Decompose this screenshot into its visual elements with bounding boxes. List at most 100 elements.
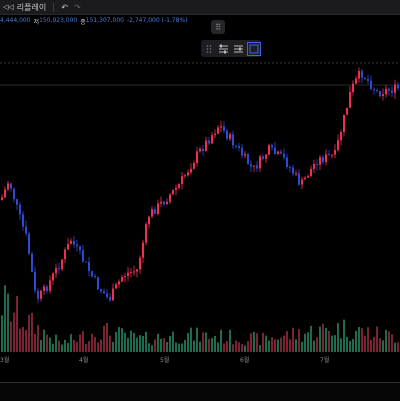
volume-bar xyxy=(109,335,111,352)
candle-body xyxy=(271,145,273,148)
ohlc-high-label: 저 xyxy=(33,19,40,26)
volume-bar xyxy=(187,333,189,352)
volume-bar xyxy=(220,329,222,352)
ohlc-high: 150,923,000 xyxy=(39,17,78,24)
ohlc-open: 4,444,000 xyxy=(0,17,31,24)
candle-body xyxy=(43,286,45,291)
rewind-icon: ◁◁ xyxy=(3,3,14,11)
candle-body xyxy=(328,154,330,156)
volume-bar xyxy=(334,335,336,352)
adjust-lines-icon[interactable] xyxy=(233,43,245,55)
volume-bar xyxy=(235,340,237,352)
candle-body xyxy=(235,145,237,147)
candle-body xyxy=(298,173,300,185)
candle-body xyxy=(316,163,318,165)
volume-bar xyxy=(193,340,195,352)
volume-bar xyxy=(310,325,312,352)
grid-dots-icon: ⠿ xyxy=(215,22,221,32)
volume-bar xyxy=(322,323,324,352)
candle-body xyxy=(244,153,246,156)
volume-bar xyxy=(196,327,198,352)
ohlc-legend: 4,444,000 저 150,923,000 종 151,307,000 -2… xyxy=(0,17,187,26)
volume-bar xyxy=(226,341,228,352)
horizontal-lines-icon[interactable] xyxy=(218,43,230,55)
candle-body xyxy=(202,148,204,152)
candle-body xyxy=(172,189,174,195)
candle-body xyxy=(223,126,225,131)
candle-body xyxy=(352,83,354,93)
candle-body xyxy=(262,156,264,159)
candle-body xyxy=(79,246,81,251)
volume-bar xyxy=(397,342,399,352)
candle-body xyxy=(124,275,126,278)
replay-button[interactable]: ◁◁ 리플레이 xyxy=(0,2,49,13)
candle-body xyxy=(268,145,270,155)
candlesticks xyxy=(1,67,399,304)
floating-toolbar: ⠿ xyxy=(201,20,261,58)
drag-handle-button[interactable]: ⠿ xyxy=(211,20,225,34)
toolbar-divider xyxy=(53,2,55,12)
grip-icon[interactable] xyxy=(203,43,215,55)
candle-body xyxy=(274,147,276,155)
candle-body xyxy=(184,175,186,177)
candle-body xyxy=(208,140,210,144)
candle-body xyxy=(178,184,180,188)
volume-bar xyxy=(124,332,126,352)
volume-bar xyxy=(217,342,219,352)
candle-body xyxy=(385,88,387,95)
candle-body xyxy=(349,92,351,108)
volume-bar xyxy=(394,342,396,352)
volume-bar xyxy=(256,333,258,352)
candle-body xyxy=(106,293,108,298)
candle-body xyxy=(37,290,39,299)
volume-bar xyxy=(70,334,72,352)
volume-bar xyxy=(61,344,63,352)
ohlc-change: -2,747,000 (-1.78%) xyxy=(126,17,188,24)
candle-body xyxy=(145,224,147,243)
volume-bar xyxy=(238,342,240,352)
undo-button[interactable]: ↶ xyxy=(58,3,71,12)
candle-body xyxy=(169,194,171,202)
volume-bar xyxy=(25,329,27,352)
candle-body xyxy=(85,261,87,263)
candle-body xyxy=(364,77,366,80)
candle-body xyxy=(100,289,102,292)
volume-bar xyxy=(295,339,297,352)
volume-bar xyxy=(43,329,45,352)
candle-body xyxy=(10,183,12,189)
candle-body xyxy=(88,262,90,272)
candle-body xyxy=(289,167,291,169)
volume-bar xyxy=(223,343,225,352)
redo-button[interactable]: ↷ xyxy=(71,3,84,12)
candle-body xyxy=(376,89,378,91)
candle-body xyxy=(280,151,282,154)
select-box-icon[interactable] xyxy=(246,41,261,56)
volume-bar xyxy=(208,338,210,352)
volume-bar xyxy=(169,336,171,352)
volume-bar xyxy=(175,342,177,352)
candle-body xyxy=(214,133,216,136)
volume-bar xyxy=(58,340,60,352)
volume-bar xyxy=(259,345,261,352)
candle-body xyxy=(370,80,372,90)
candle-body xyxy=(295,173,297,175)
x-tick-label: 7월 xyxy=(320,357,330,364)
volume-bar xyxy=(358,327,360,352)
volume-bar xyxy=(316,337,318,352)
candle-body xyxy=(25,226,27,234)
volume-bar xyxy=(289,339,291,352)
candle-body xyxy=(133,271,135,273)
candle-body xyxy=(112,288,114,301)
volume-bars xyxy=(1,285,399,352)
volume-bar xyxy=(253,331,255,352)
volume-bar xyxy=(148,343,150,352)
volume-bar xyxy=(298,329,300,352)
candle-body xyxy=(382,94,384,96)
volume-bar xyxy=(346,336,348,352)
candle-body xyxy=(232,134,234,146)
candle-body xyxy=(346,107,348,115)
candle-body xyxy=(118,281,120,285)
candle-body xyxy=(190,168,192,173)
volume-bar xyxy=(349,340,351,352)
